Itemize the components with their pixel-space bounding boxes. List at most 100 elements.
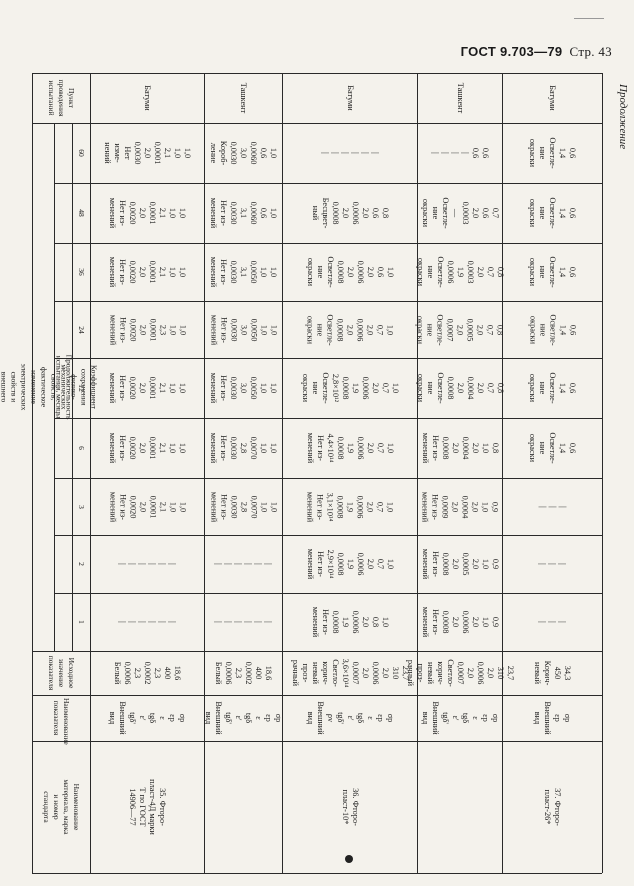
cell-line: окраски bbox=[415, 257, 425, 287]
cell-line: 1,0 bbox=[259, 382, 268, 394]
cell-line: 2,0 bbox=[365, 266, 375, 278]
cell-m2-text: | | | | | | bbox=[117, 537, 177, 591]
cell-line: Осветле- bbox=[435, 372, 445, 404]
cell-line: 0,0008 bbox=[335, 495, 345, 518]
cell-line: менений bbox=[420, 548, 430, 580]
page-header: ГОСТ 9.703—79 Стр. 43 bbox=[461, 44, 612, 60]
cell-line: 0,0008 bbox=[330, 201, 340, 225]
cell-m1: 1,0 0,8 2,0 0,0006 1,9 0,0008 Нет из-менений bbox=[282, 593, 417, 651]
cell-m2-text: | | | | | | bbox=[213, 537, 273, 591]
column-separator bbox=[54, 243, 602, 244]
cell-initial: 18,6 400 2,3 0,0002 2,3 0,0006 Белый bbox=[90, 651, 204, 695]
row-band-separator bbox=[282, 73, 283, 873]
cell-line: 14906—77 bbox=[128, 788, 137, 826]
cell-line: 1,0 bbox=[269, 147, 278, 159]
cell-line: ние bbox=[538, 381, 547, 395]
cell-line: 2,0 bbox=[470, 501, 480, 512]
cell-line: Осветле- bbox=[435, 313, 445, 346]
header-month-6-text: 6 bbox=[77, 446, 86, 450]
cell-m2: | | | | | | bbox=[204, 535, 282, 593]
cell-line: 1,0 bbox=[385, 324, 395, 335]
cell-line: невый bbox=[310, 661, 320, 685]
cell-line: ние bbox=[425, 265, 435, 279]
cell-m60-text: 0,6 0,6 | | | | bbox=[430, 125, 490, 181]
cell-line: 0,0020 bbox=[128, 201, 137, 225]
cell-line: tgδ bbox=[148, 712, 157, 724]
cell-line: 0,7 bbox=[375, 324, 385, 335]
header-month-48-text: 48 bbox=[77, 209, 86, 217]
cell-line: | bbox=[430, 152, 440, 154]
cell-line: | bbox=[168, 621, 177, 623]
cell-line: менений bbox=[305, 491, 315, 522]
page-corner-mark bbox=[574, 18, 604, 19]
cell-line: окраски bbox=[305, 315, 315, 344]
cell-line: | bbox=[158, 621, 167, 623]
cell-line: 2,0 bbox=[370, 382, 380, 394]
cell-m36: 0,8 0,7 2,0 0,0003 1,9 0,0006 Осветле-ние окрас… bbox=[415, 243, 505, 301]
cell-line: 0,6 bbox=[259, 147, 268, 159]
cell-m48: 0,6 1,4 Осветле-ние окраски bbox=[502, 183, 602, 243]
cell-line: 0,0020 bbox=[128, 436, 137, 460]
cell-line: 0,0050 bbox=[249, 318, 258, 341]
cell-m1: 0,9 1,0 2,0 0,0006 2,0 0,0008 Нет из-менений bbox=[417, 593, 502, 651]
cell-line: Нет из- bbox=[219, 375, 228, 401]
cell-line: | bbox=[138, 621, 147, 623]
cell-m36-text: 1,0 1,0 2,1 0,0001 2,0 0,0020 Нет из-менений bbox=[107, 245, 187, 299]
cell-line: 1,0 bbox=[178, 442, 187, 454]
cell-line: 34,3 bbox=[563, 665, 572, 681]
cell-line: 0,9 bbox=[490, 501, 500, 512]
cell-line: 0,0006 bbox=[350, 610, 360, 634]
cell-line: 1,4 bbox=[558, 207, 567, 219]
cell-line: 1,4 bbox=[558, 266, 567, 278]
cell-line: 3,0 bbox=[239, 147, 248, 159]
cell-m6: 1,0 1,0 2,1 0,0001 2,0 0,0020 Нет из-менений bbox=[90, 418, 204, 478]
table-border-left bbox=[32, 73, 33, 873]
cell-line: 1,0 bbox=[173, 147, 182, 159]
cell-line: менений bbox=[209, 197, 218, 229]
cell-line: 1,0 bbox=[385, 442, 395, 454]
cell-line: окраски bbox=[415, 373, 425, 403]
header-month-48: 48 bbox=[72, 183, 90, 243]
cell-m24-text: 0,8 0,7 2,0 0,0005 2,0 0,0007 Осветле-ние окрас… bbox=[415, 303, 505, 356]
cell-line: менений bbox=[310, 606, 320, 638]
cell-line: пласт-26* bbox=[543, 789, 552, 825]
cell-m3-text: 1,0 1,0 0,0070 2,8 0,0030 Нет из-менений bbox=[208, 480, 278, 533]
cell-line: 2,0 bbox=[450, 501, 460, 512]
cell-line: Осветле- bbox=[320, 372, 330, 404]
cell-line: ние bbox=[425, 381, 435, 395]
header-month-36-text: 36 bbox=[77, 268, 86, 276]
cell-line: | bbox=[548, 563, 557, 565]
cell-line: | bbox=[234, 563, 243, 565]
cell-line: | bbox=[548, 505, 557, 508]
cell-line: 0,0003 bbox=[460, 201, 470, 225]
cell-line: Нет bbox=[123, 146, 132, 160]
cell-line: окраски bbox=[528, 257, 537, 287]
column-separator bbox=[54, 478, 602, 479]
cell-line: 2,0 bbox=[475, 266, 485, 278]
cell-m2-text: 1,0 0,7 2,0 0,0006 1,9 0,0008 2,9×10¹⁴ Нет из-м… bbox=[305, 537, 395, 591]
cell-line: ε bbox=[158, 716, 167, 720]
cell-line: 2,3 bbox=[153, 667, 162, 679]
cell-m2: | | | bbox=[502, 535, 602, 593]
cell-line: 0,0030 bbox=[229, 318, 238, 341]
cell-line: | bbox=[360, 152, 370, 154]
cell-line: 1,0 bbox=[259, 266, 268, 278]
cell-line: 2,3 bbox=[158, 324, 167, 335]
cell-line: 18,6 bbox=[264, 665, 273, 681]
cell-indicators-text: σр εр ε tgδ ε' tgδ' ρv Внешний вид bbox=[305, 697, 395, 739]
cell-line: окраски bbox=[305, 257, 315, 287]
cell-line: 0,6 bbox=[480, 207, 490, 219]
cell-line: 450 bbox=[553, 666, 562, 680]
cell-material-text: 35. Фторо-пласт-4Д марки Т по ГОСТ 14906—7… bbox=[127, 750, 167, 864]
cell-m24: 0,8 0,7 2,0 0,0005 2,0 0,0007 Осветле-ние окрас… bbox=[415, 301, 505, 358]
cell-line: 0,0008 bbox=[445, 376, 455, 400]
cell-line: 1,0 bbox=[178, 382, 187, 394]
cell-line: окраски bbox=[300, 373, 310, 403]
cell-line: окраски bbox=[415, 315, 425, 344]
cell-line: | bbox=[128, 563, 137, 565]
cell-m36: 0,6 1,4 Осветле-ние окраски bbox=[502, 243, 602, 301]
cell-line: 0,0020 bbox=[128, 260, 137, 284]
cell-line: 0,0050 bbox=[249, 260, 258, 284]
cell-m6-text: 1,0 0,7 2,0 0,0006 1,9 0,0008 4,4×10¹⁴ Нет из-м… bbox=[305, 420, 395, 476]
cell-m2: 0,9 1,0 2,0 0,0005 2,0 0,0008 Нет из-менений bbox=[417, 535, 502, 593]
